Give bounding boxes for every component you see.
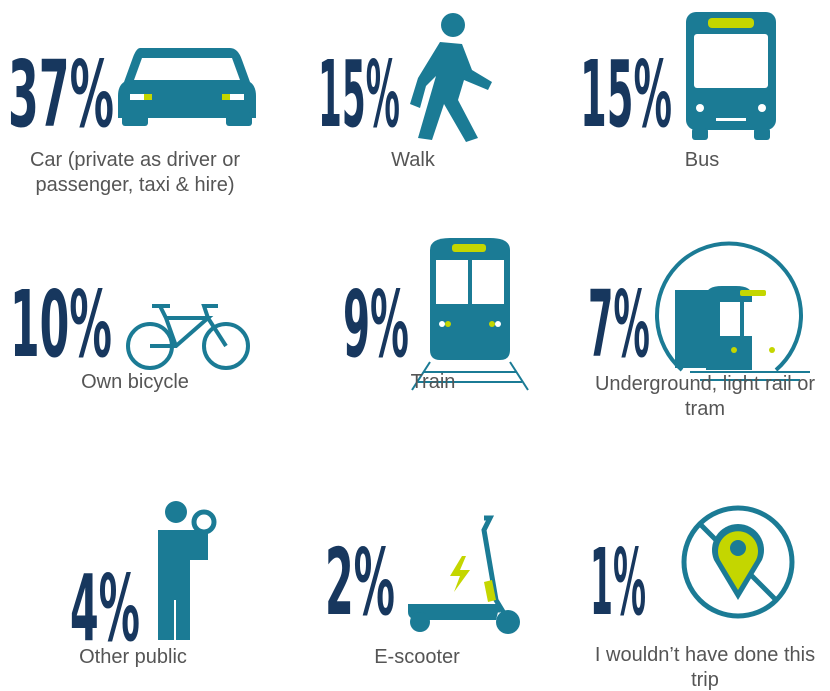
label: Train	[410, 371, 456, 393]
label: Walk	[391, 149, 435, 171]
bus-icon	[686, 12, 776, 140]
percent: 15%	[580, 41, 672, 148]
car-icon	[118, 48, 256, 126]
percent: 7%	[588, 271, 650, 378]
label: E-scooter	[374, 646, 460, 668]
underground-icon	[655, 241, 810, 381]
label: I wouldn’t have done this trip	[594, 644, 816, 691]
label: Own bicycle	[81, 371, 189, 393]
percent: 1%	[590, 529, 646, 636]
label: Underground, light rail or tram	[594, 373, 816, 420]
label: Car (private as driver or passenger, tax…	[29, 149, 241, 196]
percent: 15%	[318, 41, 400, 148]
person-icon	[158, 501, 217, 640]
bicycle-icon	[126, 304, 250, 370]
percent: 10%	[10, 271, 112, 378]
train-icon	[411, 238, 529, 391]
walk-icon	[410, 13, 492, 142]
no-trip-icon	[681, 505, 795, 619]
label: Other public	[79, 646, 187, 668]
label: Bus	[684, 149, 720, 171]
scooter-icon	[408, 515, 520, 634]
percent: 2%	[325, 529, 395, 636]
percent: 37%	[8, 41, 114, 148]
percent: 9%	[343, 271, 409, 378]
percent: 4%	[70, 555, 140, 662]
